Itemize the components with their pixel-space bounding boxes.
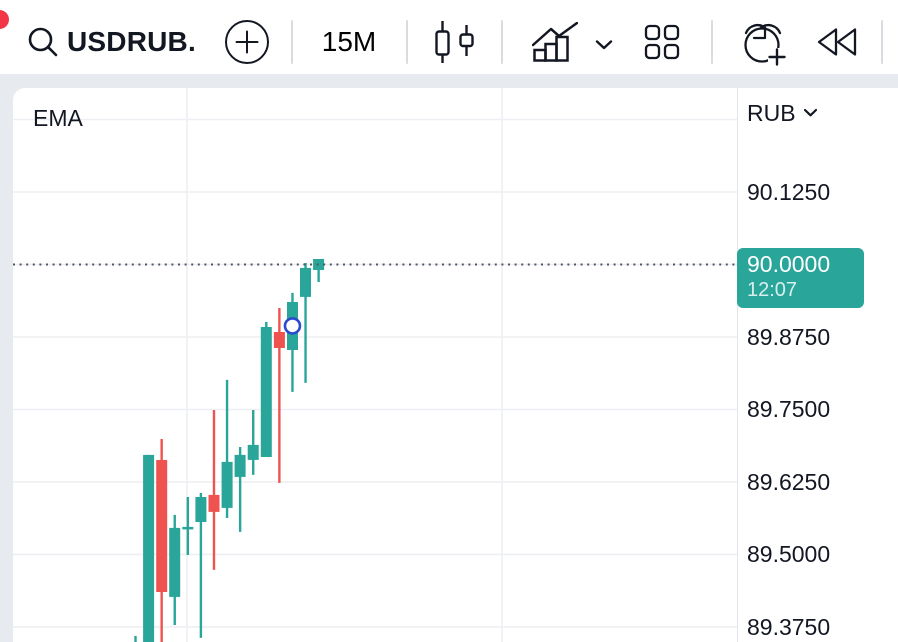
chevron-down-icon [595, 39, 614, 51]
order-marker-circle[interactable] [283, 317, 302, 335]
chart-panel: EMA RUB 90.0000 12:07 90.1250 89.8750 89.7… [13, 88, 898, 642]
chart-style-dropdown[interactable] [595, 39, 614, 51]
candle-body [221, 461, 233, 508]
candlestick-icon [433, 20, 477, 64]
layout-grid-icon [644, 24, 680, 60]
price-axis-label: 89.8750 [747, 324, 831, 350]
plus-circle-icon [224, 19, 270, 65]
rewind-icon [817, 25, 857, 59]
candle-body [169, 527, 181, 597]
indicator-legend[interactable]: EMA [33, 105, 83, 131]
candle-body [156, 460, 168, 592]
indicators-button[interactable] [532, 22, 578, 62]
add-alert-button[interactable] [736, 17, 790, 69]
toolbar-divider [881, 20, 883, 64]
replay-button[interactable] [817, 25, 857, 59]
currency-dropdown[interactable]: RUB [747, 99, 818, 127]
candle-body [143, 454, 155, 642]
candlestick-svg [13, 88, 737, 642]
chart-canvas[interactable] [13, 88, 737, 642]
bar-countdown: 12:07 [747, 279, 798, 301]
interval-button[interactable]: 15M [321, 26, 377, 57]
candle-body [195, 497, 207, 522]
current-price-value: 90.0000 [747, 251, 831, 277]
price-axis-label: 90.1250 [747, 179, 831, 205]
candle-body [247, 444, 259, 460]
toolbar-divider [711, 20, 713, 64]
price-axis-label: 89.6250 [747, 469, 831, 495]
candle-body [234, 454, 246, 477]
search-icon [26, 25, 60, 59]
notification-badge [0, 10, 9, 29]
symbol-search-button[interactable] [26, 25, 60, 59]
chart-style-button[interactable] [433, 20, 477, 64]
toolbar-divider [291, 20, 293, 64]
current-price-label: 90.0000 12:07 [737, 248, 864, 308]
currency-label: RUB [747, 99, 796, 126]
indicators-icon [532, 22, 578, 62]
candle-body [300, 267, 311, 297]
toolbar-divider [501, 20, 503, 64]
toolbar-divider [406, 20, 408, 64]
symbol-name[interactable]: USDRUB. [67, 26, 196, 57]
candle-body [273, 332, 285, 348]
price-axis[interactable]: RUB 90.0000 12:07 90.1250 89.8750 89.7500 8… [737, 88, 898, 642]
price-axis-label: 89.3750 [747, 614, 831, 640]
layout-grid-button[interactable] [644, 24, 680, 60]
price-axis-label: 89.7500 [747, 396, 831, 422]
candle-body [260, 327, 272, 457]
top-toolbar: USDRUB. 15M [0, 0, 898, 74]
add-symbol-button[interactable] [224, 19, 270, 65]
chevron-down-icon [803, 108, 818, 118]
alarm-plus-icon [736, 17, 790, 69]
price-axis-label: 89.5000 [747, 541, 831, 567]
candle-body [182, 526, 194, 530]
candle-body [208, 494, 220, 512]
